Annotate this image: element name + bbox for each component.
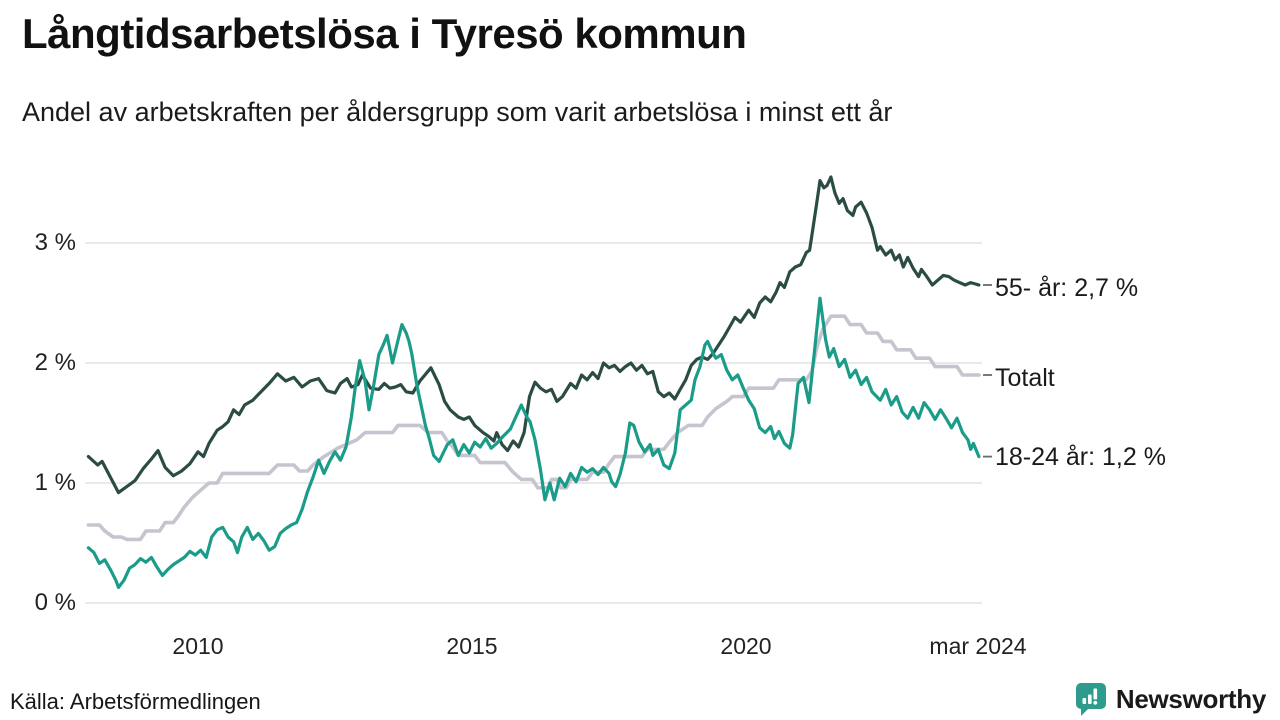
source-note: Källa: Arbetsförmedlingen [10, 689, 261, 714]
series-label-totalt: Totalt [995, 364, 1055, 392]
y-tick-3: 3 % [34, 229, 76, 256]
series-label-18-24: 18-24 år: 1,2 % [995, 443, 1166, 471]
x-tick-2020: 2020 [720, 633, 772, 659]
newsworthy-bubble-chart-icon [1075, 683, 1106, 716]
line-Totalt [86, 314, 981, 542]
x-tick-2010: 2010 [172, 633, 224, 659]
x-tick-mar-2024: mar 2024 [929, 633, 1027, 659]
brand-name: Newsworthy [1115, 683, 1266, 714]
brand-logo: Newsworthy [1074, 681, 1266, 717]
page-title: Långtidsarbetslösa i Tyresö kommun [22, 10, 747, 57]
x-tick-2015: 2015 [446, 633, 498, 659]
line-55--ar [86, 175, 981, 495]
y-tick-1: 1 % [34, 469, 76, 496]
y-tick-2: 2 % [34, 349, 76, 376]
line-18-24-ar [86, 296, 981, 589]
series-label-55: 55- år: 2,7 % [995, 274, 1139, 302]
page-subtitle: Andel av arbetskraften per åldersgrupp s… [22, 97, 893, 127]
y-tick-0: 0 % [34, 589, 76, 616]
